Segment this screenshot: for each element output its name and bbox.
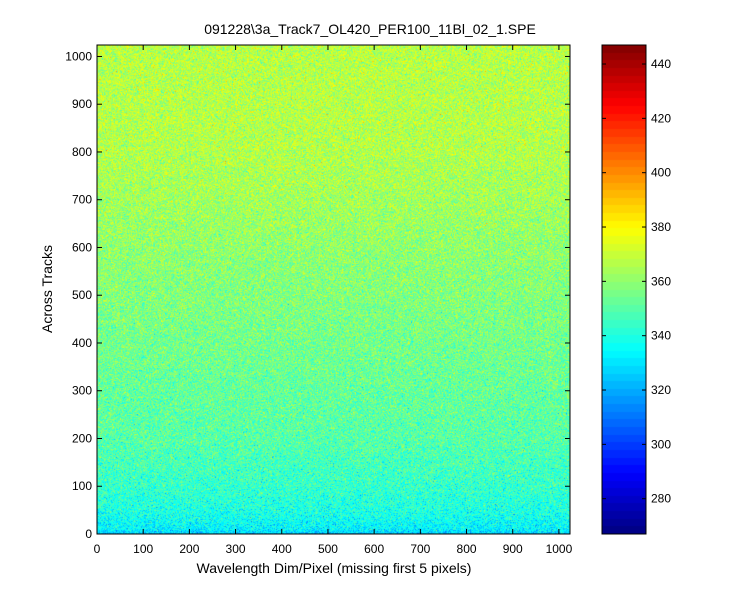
x-axis-label: Wavelength Dim/Pixel (missing first 5 pi… — [197, 560, 472, 576]
x-tick-label: 800 — [457, 542, 477, 556]
colorbar-tick-label: 420 — [651, 111, 671, 125]
colorbar-ticks: 280 300 320 340 360 380 400 420 440 — [602, 57, 671, 506]
y-tick-label: 200 — [72, 431, 92, 445]
colorbar-tick-label: 440 — [651, 57, 671, 71]
y-tick-label: 400 — [72, 336, 92, 350]
chart-title: 091228\3a_Track7_OL420_PER100_11Bl_02_1.… — [204, 21, 536, 37]
colorbar-tick-label: 360 — [651, 274, 671, 288]
y-tick-label: 700 — [72, 193, 92, 207]
x-tick-label: 100 — [133, 542, 153, 556]
x-tick-label: 300 — [226, 542, 246, 556]
y-tick-label: 800 — [72, 145, 92, 159]
x-tick-label: 400 — [272, 542, 292, 556]
colorbar-frame — [601, 44, 647, 535]
colorbar-tick-label: 300 — [651, 437, 671, 451]
x-tick-label: 700 — [410, 542, 430, 556]
y-axis: 0 100 200 300 400 500 600 700 800 900 1000 — [65, 49, 570, 541]
x-tick-label: 200 — [179, 542, 199, 556]
x-tick-label: 600 — [364, 542, 384, 556]
y-tick-label: 500 — [72, 288, 92, 302]
x-tick-label: 1000 — [546, 542, 573, 556]
x-tick-label: 500 — [318, 542, 338, 556]
colorbar-gradient — [602, 45, 646, 534]
colorbar-tick-label: 400 — [651, 166, 671, 180]
colorbar-tick-label: 280 — [651, 492, 671, 506]
y-axis-label: Across Tracks — [39, 245, 55, 333]
plot-frame — [96, 44, 571, 535]
y-tick-label: 0 — [85, 527, 92, 541]
x-tick-label: 0 — [94, 542, 101, 556]
x-axis: 0 100 200 300 400 500 600 700 800 900 1000 — [94, 45, 573, 556]
y-tick-label: 300 — [72, 384, 92, 398]
colorbar-tick-label: 340 — [651, 329, 671, 343]
colorbar-tick-label: 320 — [651, 383, 671, 397]
y-tick-label: 100 — [72, 479, 92, 493]
heatmap-image — [97, 45, 570, 534]
y-tick-label: 900 — [72, 97, 92, 111]
colorbar: 280 300 320 340 360 380 400 420 440 — [601, 44, 671, 535]
x-tick-label: 900 — [503, 542, 523, 556]
plot-area — [96, 44, 571, 535]
colorbar-tick-label: 380 — [651, 220, 671, 234]
y-tick-label: 600 — [72, 240, 92, 254]
y-tick-label: 1000 — [65, 49, 92, 63]
